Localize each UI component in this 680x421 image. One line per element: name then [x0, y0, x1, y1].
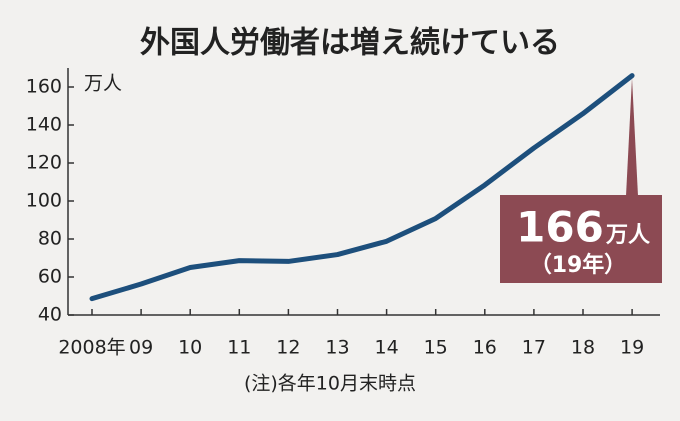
- x-tick-label: 15: [424, 337, 448, 359]
- y-tick-label: 140: [26, 114, 62, 136]
- line: [89, 73, 635, 302]
- callout-value: 166: [516, 203, 604, 252]
- y-tick-label: 40: [38, 304, 62, 326]
- x-tick-label: 10: [178, 337, 202, 359]
- footnote: (注)各年10月末時点: [244, 373, 416, 395]
- x-tick-label: 12: [276, 337, 300, 359]
- callout-pointer: [626, 78, 638, 196]
- y-tick-label: 120: [26, 152, 62, 174]
- callout-note: （19年）: [530, 252, 627, 278]
- callout-box: [500, 195, 662, 283]
- callout-unit: 万人: [605, 223, 650, 248]
- y-unit: 万人: [84, 73, 122, 95]
- y-tick-label: 80: [38, 228, 62, 250]
- x-tick-label: 18: [571, 337, 595, 359]
- x-tick-label: 11: [227, 337, 251, 359]
- x-tick-label: 19: [620, 337, 644, 359]
- x-tick-label: 2008年: [58, 337, 125, 359]
- x-tick-label: 17: [522, 337, 546, 359]
- chart-title: 外国人労働者は増え続けている: [140, 26, 560, 61]
- y-tick-label: 60: [38, 266, 62, 288]
- y-tick-label: 100: [26, 190, 62, 212]
- y-tick-label: 160: [26, 76, 62, 98]
- x-tick-label: 09: [129, 337, 153, 359]
- plot-area: 40 60 80 100 120 140 160 2008年 09 10 11 12 13 14 15 16 1…: [26, 68, 660, 359]
- x-tick-label: 16: [473, 337, 497, 359]
- x-tick-label: 14: [375, 337, 399, 359]
- x-tick-label: 13: [325, 337, 349, 359]
